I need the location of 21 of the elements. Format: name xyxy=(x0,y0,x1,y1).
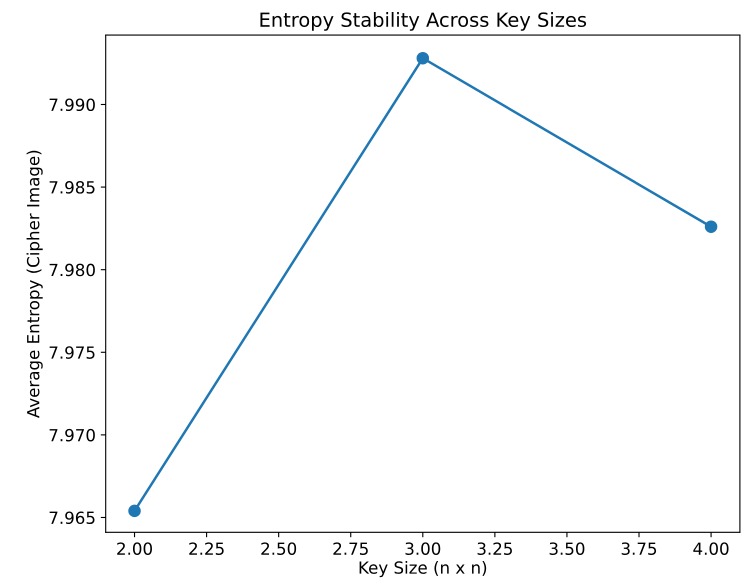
x-tick-label: 2.75 xyxy=(333,542,368,555)
x-tick-label: 3.50 xyxy=(550,542,584,555)
x-tick-label: 3.75 xyxy=(622,542,656,555)
y-tick-label: 7.965 xyxy=(50,511,95,524)
x-tick-label: 4.00 xyxy=(693,542,729,555)
point xyxy=(704,220,718,233)
point xyxy=(128,504,141,518)
point xyxy=(416,52,430,64)
x-tick-label: 2.50 xyxy=(261,542,296,555)
x-axis-title: Key Size (n x n) xyxy=(360,560,486,578)
x-tick-label: 2.00 xyxy=(117,542,152,555)
y-tick-label: 7.980 xyxy=(50,264,95,276)
y-tick-label: 7.970 xyxy=(50,428,95,442)
x-tick-label: 3.25 xyxy=(478,542,512,555)
y-axis-title: Average Entropy (Cipher Image) xyxy=(26,150,43,418)
x-tick-label: 3.00 xyxy=(406,542,440,555)
y-tick-label: 7.975 xyxy=(50,346,95,359)
x-tick-label: 2.25 xyxy=(189,542,224,555)
chart-title: Entropy Stability Across Key Sizes xyxy=(260,12,586,31)
y-tick-label: 7.990 xyxy=(50,98,95,112)
y-tick-label: 7.985 xyxy=(50,181,95,194)
